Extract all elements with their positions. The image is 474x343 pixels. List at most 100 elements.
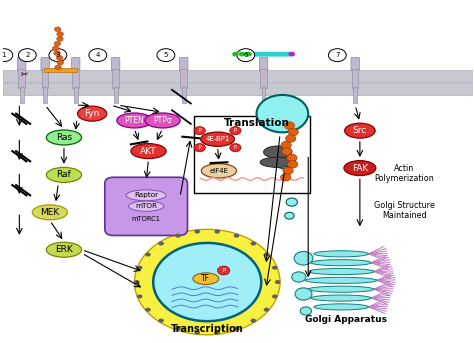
Ellipse shape	[46, 167, 82, 182]
Text: 5: 5	[164, 52, 168, 58]
Text: mTORC1: mTORC1	[132, 216, 161, 222]
Circle shape	[158, 319, 164, 323]
Ellipse shape	[128, 201, 164, 211]
Bar	[44, 68, 77, 72]
Circle shape	[281, 174, 291, 181]
Text: 2: 2	[25, 52, 29, 58]
Text: 1: 1	[1, 52, 6, 58]
FancyBboxPatch shape	[72, 58, 80, 71]
Bar	[181, 69, 187, 88]
Text: Ras: Ras	[56, 133, 72, 142]
Circle shape	[250, 52, 257, 57]
Ellipse shape	[314, 304, 368, 310]
Circle shape	[275, 52, 282, 57]
Text: mTOR: mTOR	[135, 203, 157, 209]
Bar	[260, 69, 267, 88]
Circle shape	[57, 36, 63, 41]
Circle shape	[289, 52, 295, 57]
Text: TF: TF	[201, 274, 210, 283]
FancyBboxPatch shape	[194, 116, 310, 193]
Circle shape	[175, 234, 181, 238]
Ellipse shape	[308, 286, 374, 292]
Circle shape	[279, 52, 286, 57]
Circle shape	[254, 52, 261, 57]
Circle shape	[230, 127, 241, 135]
Circle shape	[273, 52, 280, 57]
Circle shape	[57, 60, 64, 65]
Text: MEK: MEK	[40, 208, 60, 217]
Circle shape	[53, 46, 59, 51]
Circle shape	[281, 141, 292, 149]
Circle shape	[277, 52, 284, 57]
Circle shape	[214, 229, 220, 234]
Bar	[112, 69, 119, 88]
Text: 4E-BP1: 4E-BP1	[205, 136, 230, 142]
Circle shape	[230, 144, 241, 152]
Ellipse shape	[344, 161, 376, 176]
Circle shape	[245, 52, 252, 57]
Circle shape	[256, 95, 308, 132]
Circle shape	[247, 52, 254, 57]
Circle shape	[236, 52, 243, 57]
Circle shape	[263, 52, 270, 57]
Text: Raptor: Raptor	[134, 192, 158, 198]
FancyBboxPatch shape	[41, 58, 49, 71]
Circle shape	[234, 327, 239, 331]
Circle shape	[295, 288, 312, 300]
Circle shape	[264, 252, 269, 257]
Text: Actin
Polymerization: Actin Polymerization	[374, 164, 434, 183]
Circle shape	[261, 52, 268, 57]
Text: PTPσ: PTPσ	[153, 116, 172, 125]
Bar	[20, 87, 24, 104]
Circle shape	[281, 52, 287, 57]
Circle shape	[274, 154, 295, 169]
Circle shape	[258, 52, 264, 57]
Bar	[182, 87, 186, 104]
Text: ERK: ERK	[55, 245, 73, 254]
Text: 6: 6	[244, 52, 248, 58]
Circle shape	[237, 49, 255, 62]
Circle shape	[240, 52, 246, 57]
Circle shape	[282, 148, 292, 155]
Circle shape	[238, 52, 245, 57]
Ellipse shape	[46, 130, 82, 145]
Circle shape	[284, 122, 295, 129]
Circle shape	[288, 128, 298, 136]
Circle shape	[251, 319, 256, 323]
Circle shape	[285, 212, 294, 219]
Ellipse shape	[260, 157, 295, 167]
Circle shape	[145, 308, 151, 312]
Circle shape	[285, 135, 296, 142]
Circle shape	[232, 52, 239, 57]
Circle shape	[56, 56, 63, 60]
Circle shape	[134, 280, 139, 284]
Text: Fyn: Fyn	[84, 109, 100, 118]
Bar	[74, 87, 78, 104]
Circle shape	[268, 52, 275, 57]
Ellipse shape	[311, 295, 371, 301]
FancyBboxPatch shape	[111, 58, 120, 71]
Bar	[114, 87, 118, 104]
Circle shape	[283, 167, 293, 175]
Text: P: P	[222, 268, 225, 273]
Ellipse shape	[46, 242, 82, 257]
Circle shape	[242, 52, 248, 57]
Bar	[3, 83, 473, 95]
Bar	[352, 69, 358, 88]
Bar	[3, 70, 473, 82]
Ellipse shape	[311, 260, 371, 266]
Text: Golgi Apparatus: Golgi Apparatus	[305, 315, 387, 324]
Ellipse shape	[314, 251, 368, 257]
Bar	[43, 87, 47, 104]
Ellipse shape	[117, 113, 152, 128]
Text: P: P	[198, 128, 201, 133]
Circle shape	[218, 266, 230, 275]
Text: 4: 4	[96, 52, 100, 58]
Text: eIF4E: eIF4E	[210, 168, 228, 174]
Circle shape	[54, 41, 61, 46]
Circle shape	[270, 52, 277, 57]
Circle shape	[272, 294, 278, 298]
Circle shape	[272, 265, 278, 270]
Circle shape	[259, 52, 266, 57]
Ellipse shape	[145, 113, 180, 128]
